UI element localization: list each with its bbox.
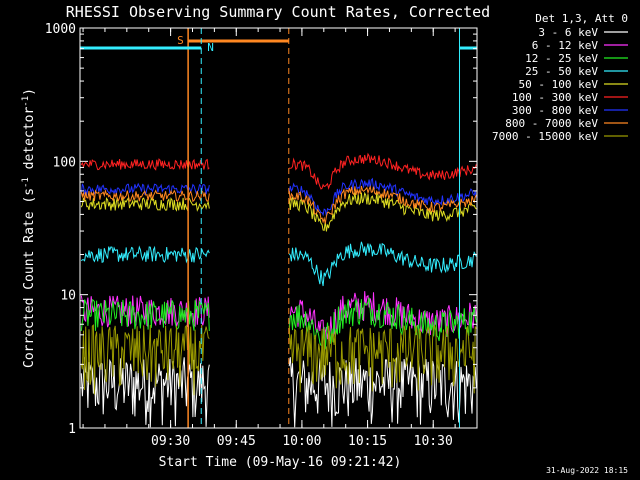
date-stamp: 31-Aug-2022 18:15	[546, 466, 628, 475]
x-tick-label: 10:15	[348, 434, 387, 449]
saa-label: S	[177, 34, 184, 47]
series-line	[80, 324, 477, 396]
x-tick-label: 10:00	[282, 434, 321, 449]
legend-header: Det 1,3, Att 0	[535, 12, 628, 25]
series-line	[80, 191, 477, 232]
plot-lines: SN	[80, 28, 477, 428]
y-axis-label: Corrected Count Rate (s-1 detector-1)	[21, 88, 37, 368]
legend-entry-label: 800 - 7000 keV	[505, 117, 598, 130]
series-line	[80, 241, 477, 287]
y-tick-label: 1	[68, 422, 76, 437]
legend-entry-label: 50 - 100 keV	[519, 78, 599, 91]
legend-entry-label: 6 - 12 keV	[532, 39, 599, 52]
night-label: N	[207, 41, 214, 54]
x-tick-label: 09:30	[151, 434, 190, 449]
legend-entry-label: 300 - 800 keV	[512, 104, 598, 117]
y-axis-ticks: 1 10 100 1000	[45, 22, 477, 437]
plot-frame	[79, 27, 478, 429]
legend-entry-label: 3 - 6 keV	[538, 26, 598, 39]
y-tick-label: 1000	[45, 22, 76, 37]
x-tick-label: 09:45	[217, 434, 256, 449]
chart-title: RHESSI Observing Summary Count Rates, Co…	[66, 3, 490, 21]
y-tick-label: 10	[60, 289, 76, 304]
legend-entry-label: 25 - 50 keV	[525, 65, 598, 78]
x-tick-label: 10:30	[414, 434, 453, 449]
legend-entry-label: 12 - 25 keV	[525, 52, 598, 65]
y-tick-label: 100	[53, 155, 76, 170]
x-axis-ticks: 09:30 09:45 10:00 10:15 10:30	[82, 28, 478, 449]
series-line	[80, 356, 477, 428]
legend-entry-label: 7000 - 15000 keV	[492, 130, 598, 143]
legend-entry-label: 100 - 300 keV	[512, 91, 598, 104]
x-axis-label: Start Time (09-May-16 09:21:42)	[159, 455, 402, 470]
series-line	[80, 152, 477, 191]
